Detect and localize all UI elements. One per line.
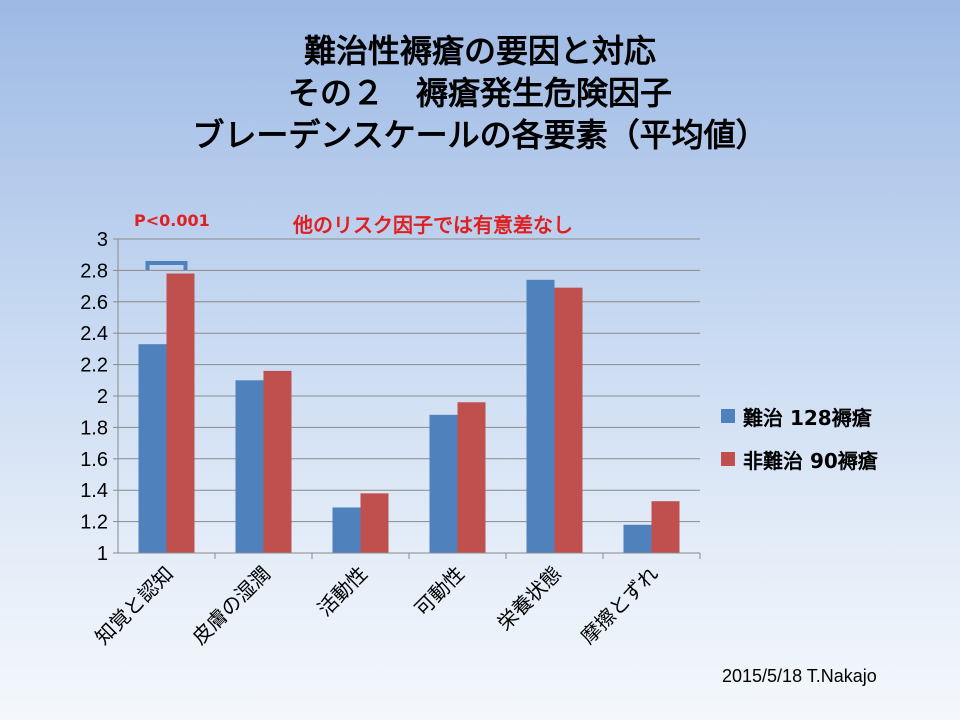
gridlines: [118, 238, 700, 554]
legend-label-series-1: 難治 128褥瘡: [743, 405, 872, 430]
bracket-line: [145, 261, 188, 270]
y-tick-label: 1.6: [80, 449, 108, 471]
bar-blue: [138, 344, 167, 553]
legend-swatch-blue: [721, 409, 735, 423]
title-line-1: 難治性褥瘡の要因と対応: [303, 32, 656, 70]
bar-red: [554, 287, 583, 553]
x-axis: 知覚と認知 皮膚の湿潤 活動性 可動性 栄養状態 摩擦とずれ: [90, 552, 701, 650]
bar-red: [651, 501, 680, 553]
bar-blue: [429, 414, 458, 553]
y-tick-label: 1: [97, 543, 108, 565]
y-tick-label: 1.4: [80, 480, 108, 502]
bars: [138, 273, 680, 553]
y-tick-label: 2.8: [80, 260, 108, 282]
bar-blue: [235, 380, 264, 553]
title-line-3: ブレーデンスケールの各要素（平均値）: [192, 116, 768, 154]
significance-note: 他のリスク因子では有意差なし: [293, 213, 573, 237]
bar-blue: [332, 507, 361, 553]
legend-item-series-2: 非難治 90褥瘡: [721, 448, 878, 473]
bar-red: [360, 493, 389, 553]
bar-red: [457, 402, 486, 553]
y-tick-label: 2.6: [80, 292, 108, 314]
y-tick-label: 2: [97, 386, 108, 408]
y-tick-label: 1.8: [80, 417, 108, 439]
legend-label-series-2: 非難治 90褥瘡: [743, 448, 878, 473]
legend: 難治 128褥瘡 非難治 90褥瘡: [721, 405, 878, 491]
significance-bracket: [145, 261, 188, 270]
x-category-label: 可動性: [410, 562, 469, 621]
bar-red: [166, 273, 195, 553]
y-tick-label: 3: [97, 229, 108, 251]
slide-title: 難治性褥瘡の要因と対応 その２ 褥瘡発生危険因子 ブレーデンスケールの各要素（平…: [0, 30, 960, 156]
x-category-label: 摩擦とずれ: [576, 562, 663, 649]
x-category-label: 活動性: [313, 562, 372, 621]
bar-red: [263, 370, 292, 553]
legend-item-series-1: 難治 128褥瘡: [721, 405, 878, 430]
bar-blue: [623, 524, 652, 553]
y-tick-label: 2.4: [80, 323, 108, 345]
footer-credit: 2015/5/18 T.Nakajo: [722, 666, 877, 686]
y-tick-label: 1.2: [80, 512, 108, 534]
bar-blue: [526, 279, 555, 553]
y-axis: 1 1.2 1.4 1.6 1.8 2 2.2 2.4 2.6 2.8 3: [80, 229, 119, 565]
title-line-2: その２ 褥瘡発生危険因子: [287, 74, 672, 112]
x-category-label: 栄養状態: [492, 562, 566, 636]
p-value-label: P<0.001: [134, 211, 210, 230]
y-tick-label: 2.2: [80, 355, 108, 377]
x-category-label: 知覚と認知: [90, 562, 178, 650]
x-category-label: 皮膚の湿潤: [187, 562, 275, 650]
legend-swatch-red: [721, 452, 735, 466]
